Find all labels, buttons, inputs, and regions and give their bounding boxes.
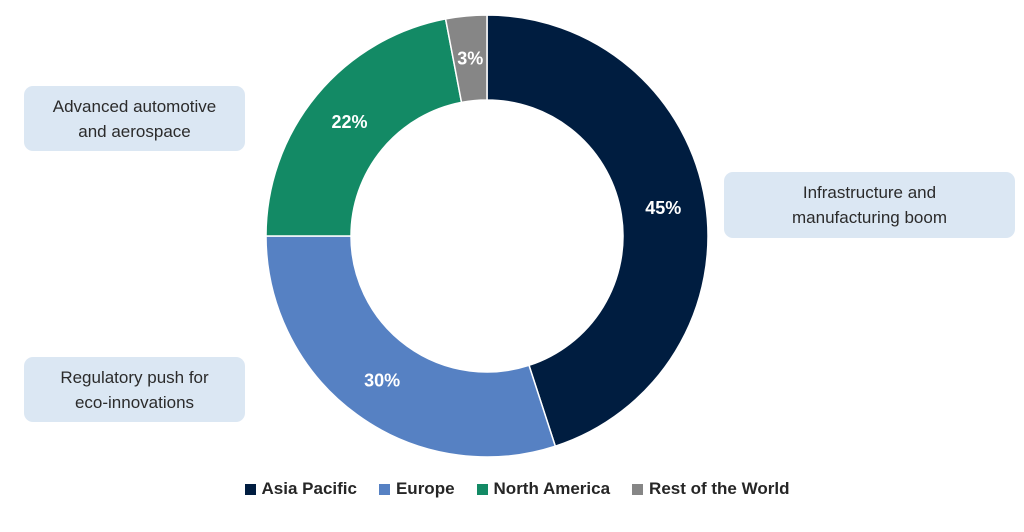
callout-regulatory: Regulatory push for eco-innovations [24, 357, 245, 422]
legend-label-north-america: North America [493, 479, 611, 498]
legend-swatch-asia-pacific [244, 483, 256, 495]
callout-automotive-line-2: and aerospace [78, 121, 191, 141]
data-label-europe: 30% [364, 370, 400, 390]
slice-europe [265, 235, 557, 458]
callout-regulatory-line-2: eco-innovations [74, 392, 195, 412]
legend-label-rest-of-the-world: Rest of the World [649, 479, 790, 498]
legend-item-rest-of-the-world: Rest of the World [632, 479, 789, 499]
callout-regulatory-line-1: Regulatory push for [60, 367, 209, 387]
callout-automotive: Advanced automotive and aerospace [24, 86, 245, 151]
slice-asia-pacific [486, 14, 709, 448]
data-label-rest-of-the-world: 3% [457, 48, 483, 68]
chart-legend: Asia Pacific Europe North America Rest o… [0, 476, 1024, 502]
callout-automotive-line-1: Advanced automotive [52, 96, 217, 116]
legend-swatch-europe [378, 483, 390, 495]
legend-item-asia-pacific: Asia Pacific [244, 479, 357, 499]
legend-label-asia-pacific: Asia Pacific [261, 479, 357, 498]
data-label-north-america: 22% [331, 112, 367, 132]
data-label-asia-pacific: 45% [645, 198, 681, 218]
slice-north-america [265, 18, 463, 237]
legend-item-north-america: North America [476, 479, 611, 499]
callout-infrastructure-line-1: Infrastructure and [802, 183, 937, 202]
legend-swatch-rest-of-the-world [632, 483, 644, 495]
slice-rest-of-the-world [444, 14, 488, 104]
legend-label-europe: Europe [395, 479, 455, 498]
callout-infrastructure-line-2: manufacturing boom [792, 208, 947, 227]
legend-swatch-north-america [476, 483, 488, 495]
callout-infrastructure: Infrastructure and manufacturing boom [724, 172, 1015, 238]
legend-item-europe: Europe [378, 479, 455, 499]
